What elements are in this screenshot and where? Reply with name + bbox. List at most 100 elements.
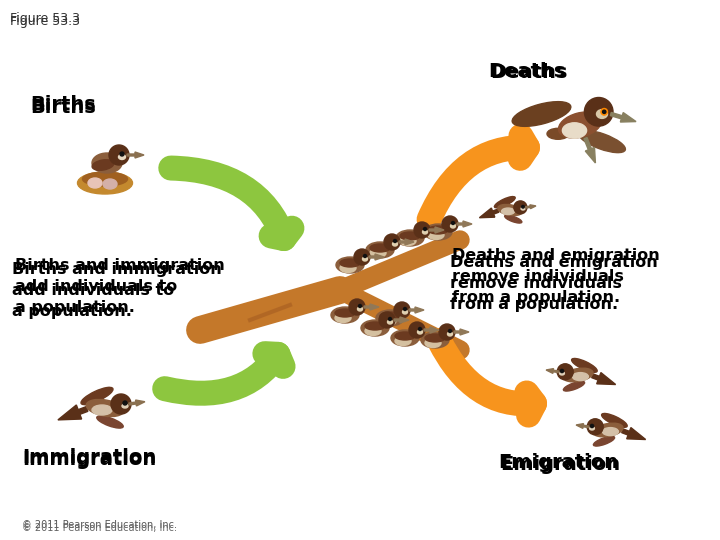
Ellipse shape [424, 224, 452, 240]
FancyArrow shape [584, 138, 595, 163]
Ellipse shape [358, 307, 362, 311]
FancyArrow shape [546, 369, 559, 373]
FancyArrow shape [424, 327, 439, 333]
Ellipse shape [335, 309, 355, 317]
FancyArrow shape [369, 254, 384, 260]
Ellipse shape [395, 332, 415, 340]
Circle shape [423, 227, 426, 231]
Ellipse shape [572, 359, 597, 373]
Circle shape [418, 327, 421, 330]
Text: Figure 53.3: Figure 53.3 [10, 15, 80, 28]
FancyArrow shape [429, 227, 444, 233]
Ellipse shape [387, 320, 392, 324]
Circle shape [522, 205, 524, 208]
Ellipse shape [579, 130, 626, 153]
Circle shape [560, 369, 564, 373]
FancyArrow shape [621, 428, 646, 440]
Ellipse shape [361, 320, 389, 336]
Circle shape [588, 419, 603, 435]
FancyArrow shape [526, 205, 536, 208]
Ellipse shape [559, 112, 601, 138]
Circle shape [394, 240, 397, 242]
Ellipse shape [425, 339, 441, 348]
Ellipse shape [564, 381, 585, 391]
Text: Deaths and emigration
remove individuals
from a population.: Deaths and emigration remove individuals… [450, 255, 658, 312]
FancyArrow shape [457, 221, 472, 227]
Circle shape [557, 364, 573, 380]
Ellipse shape [593, 423, 623, 437]
Circle shape [514, 201, 527, 214]
FancyArrow shape [480, 208, 499, 218]
Ellipse shape [395, 336, 411, 346]
Circle shape [601, 109, 608, 115]
Circle shape [394, 302, 410, 318]
Circle shape [354, 249, 370, 265]
Circle shape [585, 98, 613, 126]
Ellipse shape [380, 312, 400, 320]
Ellipse shape [602, 414, 627, 427]
Ellipse shape [370, 248, 386, 258]
Circle shape [389, 318, 392, 321]
Ellipse shape [376, 310, 404, 326]
FancyArrow shape [454, 329, 469, 335]
Text: Immigration: Immigration [22, 450, 156, 469]
Ellipse shape [81, 387, 113, 404]
Circle shape [120, 152, 124, 156]
FancyArrow shape [576, 423, 589, 428]
Text: Figure 53.3: Figure 53.3 [10, 12, 80, 25]
Ellipse shape [603, 428, 618, 436]
Ellipse shape [83, 172, 127, 186]
Ellipse shape [400, 232, 420, 240]
Ellipse shape [521, 207, 525, 210]
Ellipse shape [391, 330, 419, 346]
Circle shape [439, 324, 455, 340]
Ellipse shape [402, 310, 408, 314]
Ellipse shape [96, 416, 123, 428]
Ellipse shape [92, 405, 112, 415]
FancyArrow shape [127, 152, 144, 158]
Ellipse shape [425, 334, 445, 342]
Ellipse shape [370, 244, 390, 252]
Ellipse shape [78, 172, 132, 194]
Ellipse shape [505, 215, 522, 223]
Ellipse shape [335, 314, 351, 322]
Circle shape [449, 329, 451, 333]
Text: Deaths: Deaths [488, 62, 565, 81]
FancyArrow shape [364, 304, 379, 310]
Ellipse shape [448, 332, 452, 336]
Ellipse shape [92, 153, 122, 173]
Ellipse shape [122, 404, 128, 408]
Ellipse shape [365, 327, 381, 335]
Text: Births and immigration
add individuals to
a population.: Births and immigration add individuals t… [12, 262, 222, 319]
Circle shape [590, 424, 593, 428]
FancyArrow shape [409, 307, 424, 313]
Ellipse shape [92, 160, 114, 170]
Ellipse shape [362, 257, 367, 261]
Ellipse shape [103, 179, 117, 189]
Circle shape [384, 234, 400, 250]
Ellipse shape [428, 231, 444, 240]
Ellipse shape [88, 178, 102, 188]
Circle shape [379, 312, 395, 328]
Circle shape [359, 305, 361, 307]
Ellipse shape [428, 226, 448, 234]
Ellipse shape [366, 242, 394, 258]
Ellipse shape [396, 230, 424, 246]
Ellipse shape [451, 224, 456, 228]
FancyArrow shape [399, 239, 414, 245]
Circle shape [364, 254, 366, 258]
FancyArrow shape [58, 405, 88, 420]
Ellipse shape [365, 322, 385, 330]
Ellipse shape [562, 123, 587, 138]
Ellipse shape [340, 264, 356, 273]
Text: Emigration: Emigration [498, 453, 618, 472]
FancyArrow shape [129, 400, 145, 406]
Ellipse shape [400, 237, 416, 246]
Circle shape [349, 299, 365, 315]
Ellipse shape [572, 373, 588, 381]
Ellipse shape [502, 208, 515, 214]
Ellipse shape [331, 307, 359, 323]
Ellipse shape [512, 102, 571, 126]
Circle shape [111, 394, 131, 414]
Ellipse shape [423, 230, 428, 234]
